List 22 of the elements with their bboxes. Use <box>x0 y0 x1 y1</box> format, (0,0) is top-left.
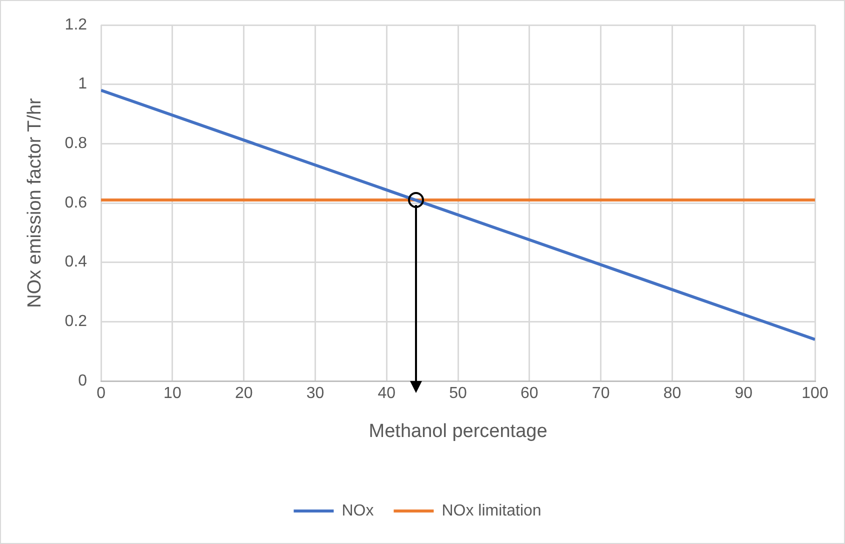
x-tick-label: 100 <box>802 385 828 402</box>
y-tick-label: 1 <box>78 76 88 93</box>
x-tick-label: 80 <box>663 385 682 402</box>
y-axis-title: NOx emission factor T/hr <box>24 97 46 308</box>
y-tick-label: 0.2 <box>64 313 88 330</box>
x-tick-label: 50 <box>449 385 468 402</box>
x-tick-label: 70 <box>592 385 610 402</box>
x-axis-title: Methanol percentage <box>368 420 548 442</box>
y-tick-label: 0.4 <box>64 254 88 271</box>
x-tick-label: 30 <box>306 385 324 402</box>
y-tick-label: 1.2 <box>64 16 88 34</box>
y-tick-label: 0.6 <box>64 194 88 212</box>
x-tick-label: 60 <box>520 385 538 402</box>
y-tick-label: 0 <box>78 372 88 390</box>
x-tick-label: 0 <box>96 385 106 402</box>
legend-label: NOx limitation <box>442 502 542 520</box>
x-tick-label: 40 <box>378 385 396 402</box>
x-tick-label: 10 <box>164 385 182 402</box>
x-tick-label: 20 <box>234 385 253 402</box>
x-tick-label: 90 <box>734 385 753 402</box>
y-tick-label: 0.8 <box>64 135 88 152</box>
legend-label: NOx <box>342 502 374 520</box>
